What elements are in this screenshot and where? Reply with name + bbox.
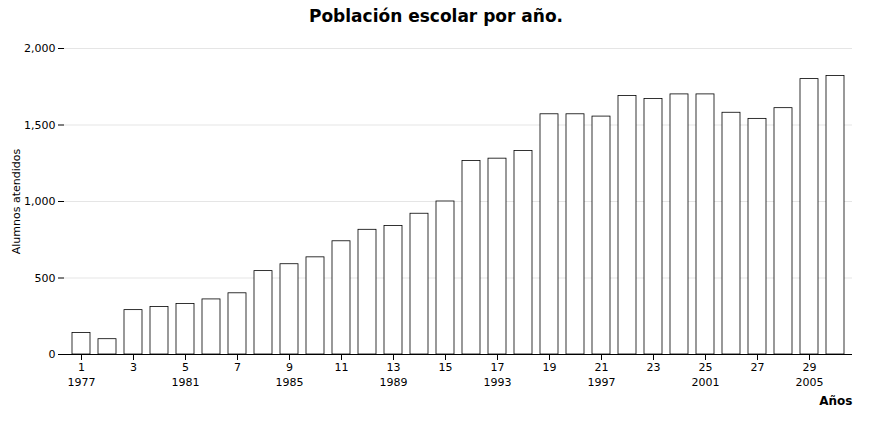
svg-text:23: 23 <box>647 361 661 374</box>
svg-text:27: 27 <box>751 361 765 374</box>
svg-text:2001: 2001 <box>692 376 720 389</box>
svg-text:2,000: 2,000 <box>24 42 56 55</box>
svg-text:9: 9 <box>286 361 293 374</box>
svg-text:11: 11 <box>335 361 349 374</box>
svg-text:1,500: 1,500 <box>24 119 56 132</box>
svg-text:29: 29 <box>803 361 817 374</box>
svg-text:0: 0 <box>49 348 56 361</box>
svg-text:Años: Años <box>819 394 852 408</box>
svg-text:13: 13 <box>387 361 401 374</box>
svg-text:1993: 1993 <box>484 376 512 389</box>
html-text:Población escolar por año.: Población escolar por año. <box>309 6 563 26</box>
svg-text:1997: 1997 <box>588 376 616 389</box>
svg-text:1985: 1985 <box>276 376 304 389</box>
svg-text:Alumnos atendidos: Alumnos atendidos <box>10 149 23 255</box>
svg-text:21: 21 <box>595 361 609 374</box>
svg-text:5: 5 <box>182 361 189 374</box>
svg-text:3: 3 <box>130 361 137 374</box>
svg-text:1,000: 1,000 <box>24 195 56 208</box>
svg-text:7: 7 <box>234 361 241 374</box>
svg-text:17: 17 <box>491 361 505 374</box>
svg-text:15: 15 <box>439 361 453 374</box>
svg-text:1981: 1981 <box>172 376 200 389</box>
svg-text:1977: 1977 <box>68 376 96 389</box>
svg-text:1: 1 <box>78 361 85 374</box>
svg-text:2005: 2005 <box>796 376 824 389</box>
svg-text:25: 25 <box>699 361 713 374</box>
svg-text:1989: 1989 <box>380 376 408 389</box>
svg-text:500: 500 <box>35 272 56 285</box>
svg-text:19: 19 <box>543 361 557 374</box>
